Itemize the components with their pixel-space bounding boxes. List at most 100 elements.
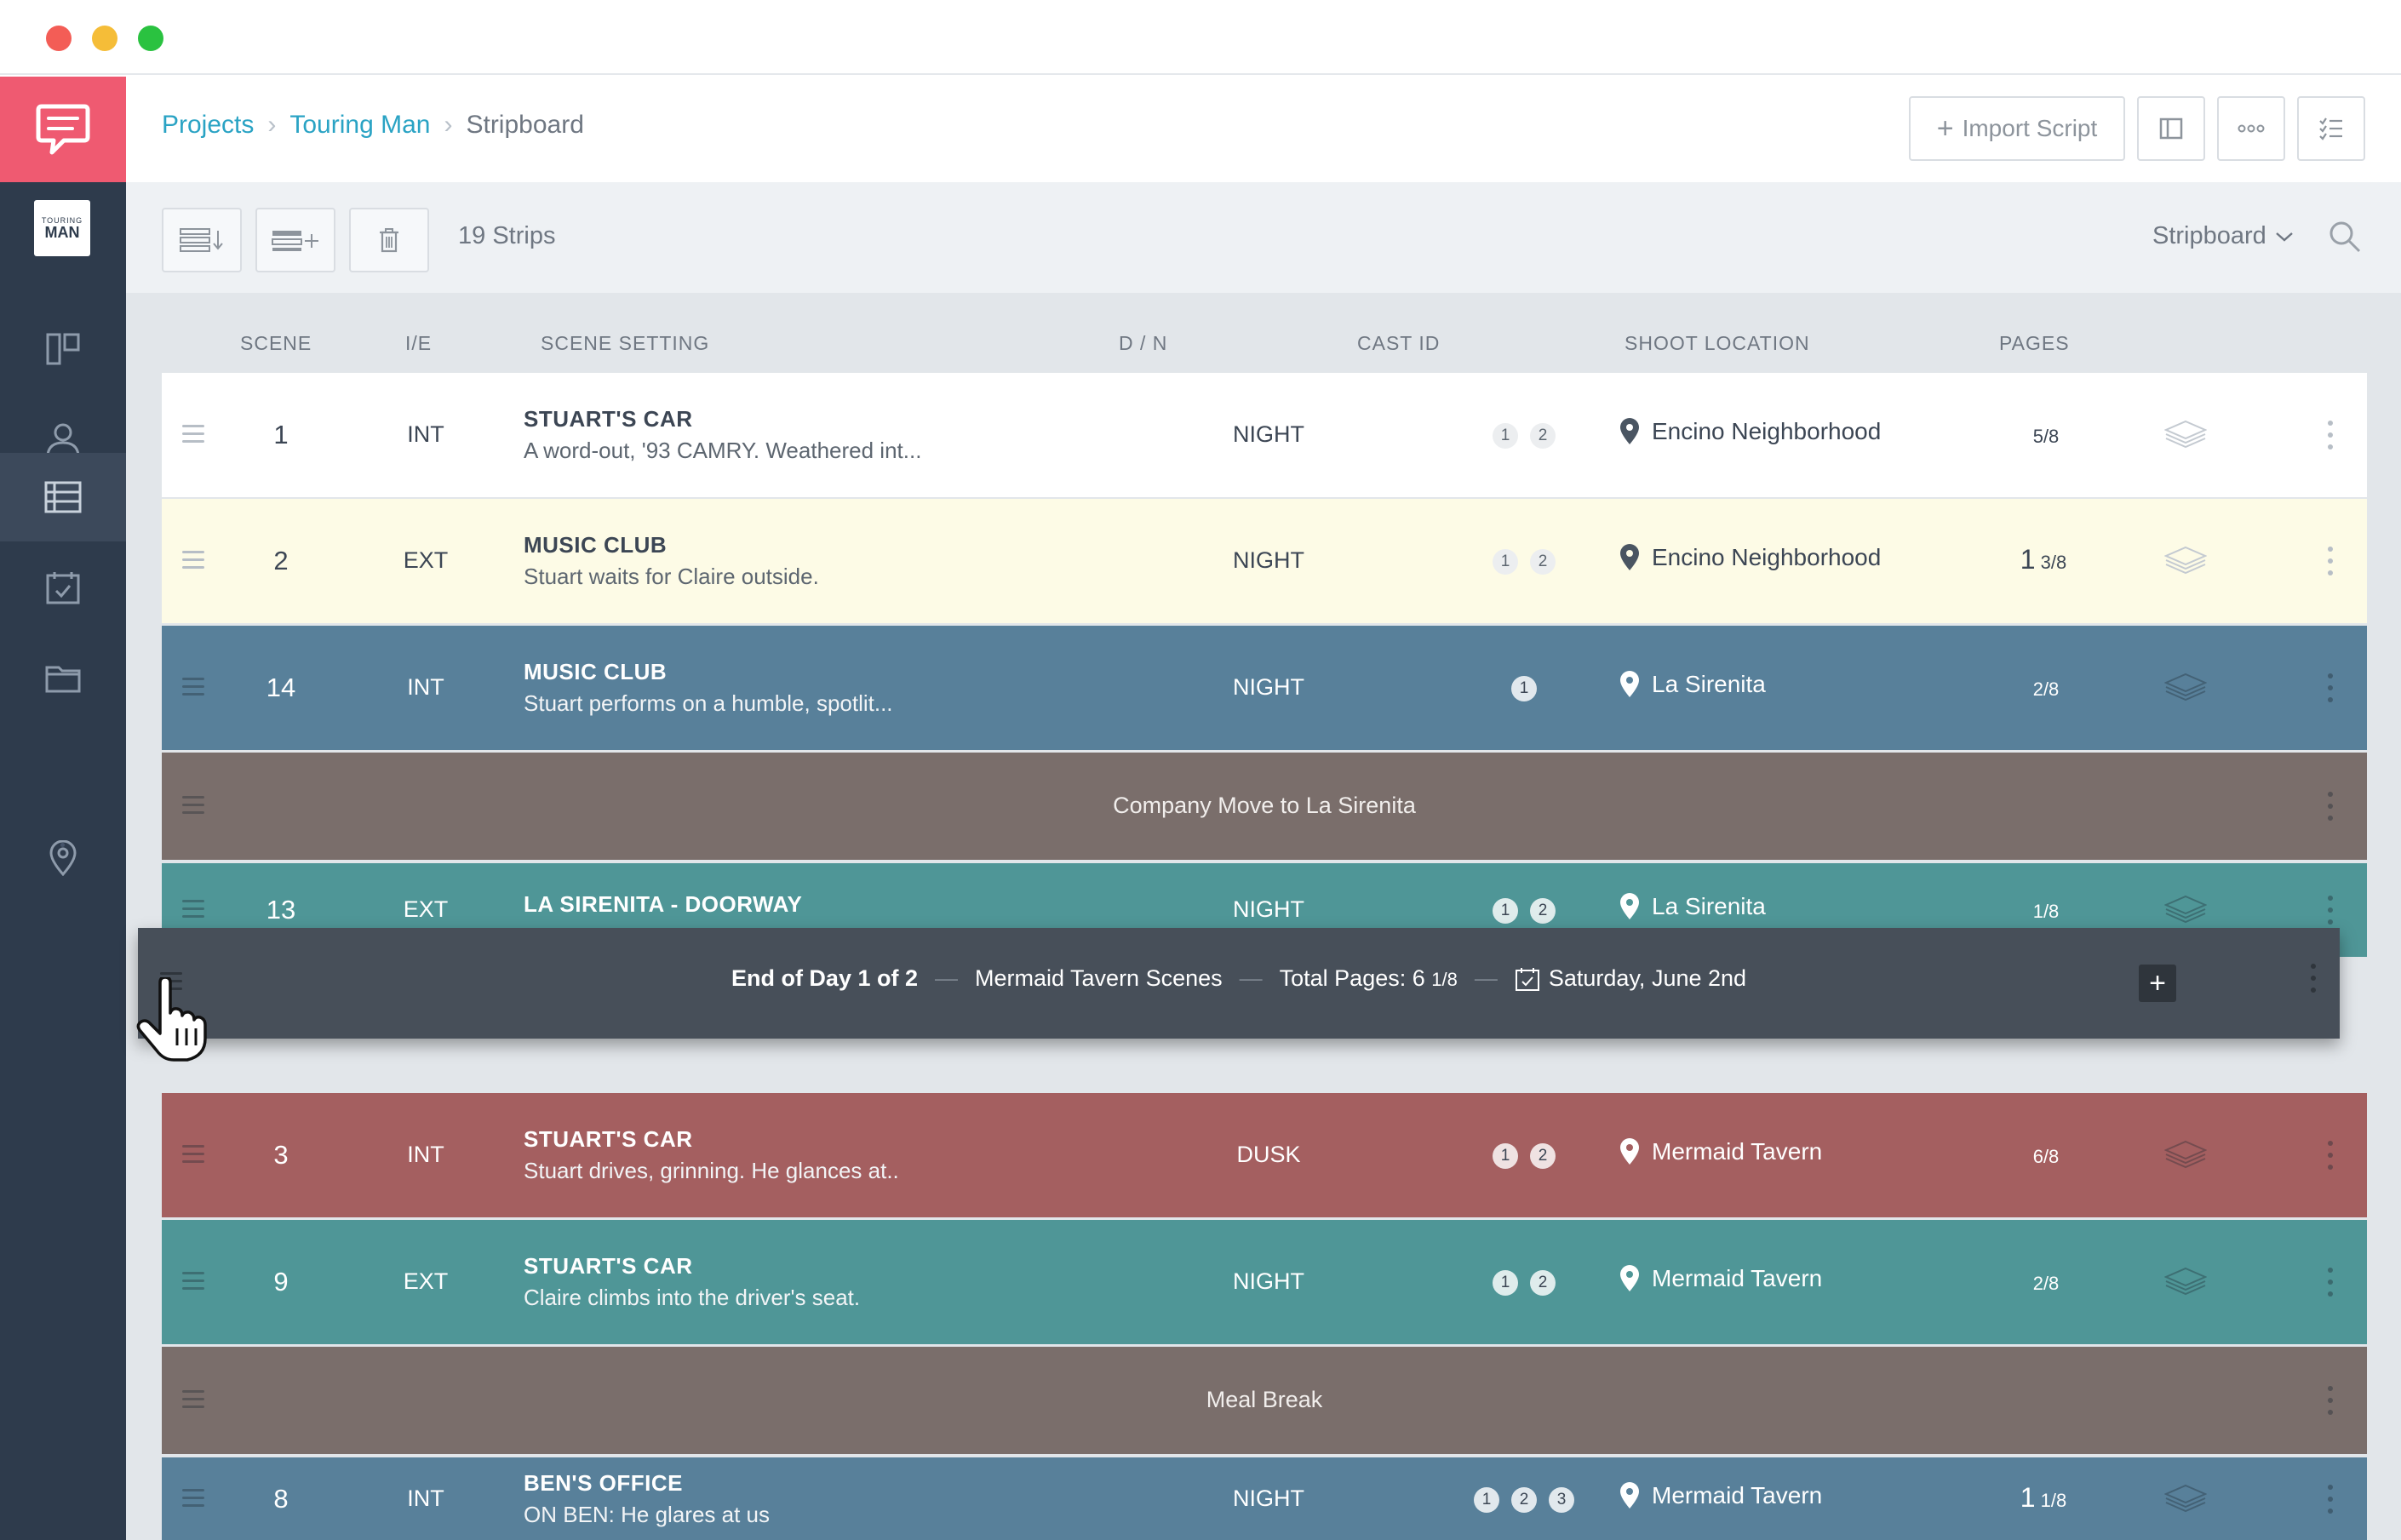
shoot-location: Encino Neighborhood bbox=[1619, 418, 1881, 445]
shoot-location-label: Mermaid Tavern bbox=[1652, 1265, 1823, 1291]
calendar-check-icon bbox=[46, 572, 80, 604]
strip-menu-icon[interactable] bbox=[2328, 673, 2335, 709]
scene-strip[interactable]: 2 EXT MUSIC CLUB Stuart waits for Claire ou… bbox=[162, 499, 2367, 623]
sort-strips-button[interactable] bbox=[162, 208, 242, 272]
drag-handle-icon[interactable] bbox=[182, 1272, 204, 1295]
strip-menu-icon[interactable] bbox=[2328, 1268, 2335, 1303]
minimize-window-button[interactable] bbox=[92, 26, 117, 51]
day-night-label: NIGHT bbox=[1233, 674, 1304, 700]
close-window-button[interactable] bbox=[46, 26, 72, 51]
import-script-button[interactable]: + Import Script bbox=[1909, 96, 2125, 161]
column-header-dn[interactable]: D / N bbox=[1119, 332, 1168, 354]
strip-menu-icon[interactable] bbox=[2328, 896, 2335, 931]
maximize-window-button[interactable] bbox=[138, 26, 163, 51]
drag-handle-icon[interactable] bbox=[182, 1145, 204, 1168]
shoot-location: Encino Neighborhood bbox=[1619, 544, 1881, 571]
view-selector[interactable]: Stripboard bbox=[2152, 222, 2294, 250]
layers-icon[interactable] bbox=[2163, 1484, 2208, 1517]
shoot-location-label: Mermaid Tavern bbox=[1652, 1138, 1823, 1165]
search-button[interactable] bbox=[2328, 220, 2362, 258]
drag-handle-icon[interactable] bbox=[182, 900, 204, 923]
layers-icon[interactable] bbox=[2163, 673, 2208, 706]
column-header-location[interactable]: SHOOT LOCATION bbox=[1625, 332, 1810, 354]
page-count: 1 3/8 bbox=[1975, 544, 2112, 575]
day-break-date-label: Saturday, June 2nd bbox=[1548, 965, 1747, 991]
strip-menu-icon[interactable] bbox=[2328, 792, 2335, 827]
sidebar-item-board[interactable] bbox=[0, 305, 126, 393]
drag-handle-icon[interactable] bbox=[182, 551, 204, 574]
strip-menu-icon[interactable] bbox=[2328, 421, 2335, 456]
banner-strip[interactable]: Company Move to La Sirenita bbox=[162, 753, 2367, 860]
strip-menu-icon[interactable] bbox=[2328, 1386, 2335, 1422]
cast-id-badge: 1 bbox=[1493, 1143, 1518, 1169]
layers-icon[interactable] bbox=[2163, 1267, 2208, 1300]
int-ext-label: INT bbox=[407, 1486, 444, 1511]
strip-menu-icon[interactable] bbox=[2328, 1141, 2335, 1176]
sidebar-item-locations[interactable] bbox=[0, 814, 126, 902]
strip-menu-icon[interactable] bbox=[2328, 1485, 2335, 1520]
scene-strip[interactable]: 3 INT STUART'S CAR Stuart drives, grinning.… bbox=[162, 1093, 2367, 1217]
chat-bubble-logo-icon bbox=[36, 104, 90, 155]
day-break-date[interactable]: Saturday, June 2nd bbox=[1515, 965, 1746, 992]
scene-strip[interactable]: 1 INT STUART'S CAR A word-out, '93 CAMRY. W… bbox=[162, 373, 2367, 497]
scene-strip[interactable]: 8 INT BEN'S OFFICE ON BEN: He glares at us N… bbox=[162, 1457, 2367, 1540]
delete-strip-button[interactable] bbox=[349, 208, 429, 272]
project-thumb-line2: MAN bbox=[44, 224, 80, 241]
scene-number: 3 bbox=[273, 1140, 289, 1170]
day-break-menu-icon[interactable] bbox=[2311, 964, 2316, 999]
page-count: 6/8 bbox=[1975, 1138, 2112, 1170]
stripboard-toolbar: 19 Strips Stripboard bbox=[126, 182, 2401, 293]
sidebar-item-cast[interactable] bbox=[0, 395, 126, 484]
add-to-day-button[interactable]: + bbox=[2139, 965, 2176, 1002]
sidebar-item-files[interactable] bbox=[0, 633, 126, 722]
scene-strip[interactable]: 9 EXT STUART'S CAR Claire climbs into the d… bbox=[162, 1220, 2367, 1344]
page-count-fraction: 2/8 bbox=[2032, 678, 2060, 700]
shoot-location-label: La Sirenita bbox=[1652, 893, 1766, 919]
strip-menu-icon[interactable] bbox=[2328, 547, 2335, 582]
layers-icon[interactable] bbox=[2163, 895, 2208, 928]
layers-icon[interactable] bbox=[2163, 546, 2208, 579]
scene-setting: BEN'S OFFICE ON BEN: He glares at us bbox=[524, 1470, 1120, 1528]
column-header-setting[interactable]: SCENE SETTING bbox=[541, 332, 710, 354]
drag-handle-icon[interactable] bbox=[182, 425, 204, 448]
scene-setting-title: LA SIRENITA - DOORWAY bbox=[524, 891, 803, 917]
scene-setting-description: A word-out, '93 CAMRY. Weathered int... bbox=[524, 438, 922, 463]
day-break-strip[interactable]: End of Day 1 of 2 — Mermaid Tavern Scene… bbox=[138, 928, 2340, 1039]
add-strip-button[interactable] bbox=[255, 208, 335, 272]
column-header-pages[interactable]: PAGES bbox=[1999, 332, 2070, 354]
column-header-cast[interactable]: CAST ID bbox=[1357, 332, 1441, 354]
breadcrumb-chevron-icon: › bbox=[444, 111, 453, 139]
sidebar-item-calendar[interactable] bbox=[0, 543, 126, 632]
breadcrumb-projects[interactable]: Projects bbox=[162, 111, 255, 139]
panel-toggle-icon bbox=[2159, 117, 2183, 140]
layers-icon[interactable] bbox=[2163, 420, 2208, 453]
checklist-button[interactable] bbox=[2297, 96, 2365, 161]
breadcrumb-project[interactable]: Touring Man bbox=[289, 111, 431, 139]
drag-handle-icon[interactable] bbox=[182, 796, 204, 819]
cast-id-badge: 1 bbox=[1474, 1487, 1499, 1513]
shoot-location: Mermaid Tavern bbox=[1619, 1482, 1822, 1509]
drag-handle-icon[interactable] bbox=[182, 1390, 204, 1413]
more-options-button[interactable] bbox=[2217, 96, 2285, 161]
app-logo[interactable] bbox=[0, 77, 126, 182]
layers-icon[interactable] bbox=[2163, 1140, 2208, 1173]
scene-setting-title: STUART'S CAR bbox=[524, 406, 693, 432]
drag-handle-icon[interactable] bbox=[182, 1489, 204, 1512]
scene-strip[interactable]: 14 INT MUSIC CLUB Stuart performs on a humb… bbox=[162, 626, 2367, 750]
int-ext-label: INT bbox=[407, 1142, 444, 1167]
cast-id-badge: 3 bbox=[1549, 1487, 1574, 1513]
checklist-icon bbox=[2319, 117, 2342, 140]
project-thumbnail[interactable]: TOURING MAN bbox=[34, 200, 90, 256]
sidebar-item-stripboard[interactable] bbox=[0, 453, 126, 541]
drag-handle-icon[interactable] bbox=[182, 678, 204, 701]
scene-number: 2 bbox=[273, 546, 289, 575]
scene-setting-description: ON BEN: He glares at us bbox=[524, 1502, 770, 1527]
scene-setting: STUART'S CAR A word-out, '93 CAMRY. Weath… bbox=[524, 406, 1120, 464]
banner-strip[interactable]: Meal Break bbox=[162, 1347, 2367, 1454]
column-header-ie[interactable]: I/E bbox=[405, 332, 433, 354]
shoot-location-label: Encino Neighborhood bbox=[1652, 544, 1882, 570]
column-header-scene[interactable]: SCENE bbox=[240, 332, 312, 354]
side-panel-button[interactable] bbox=[2137, 96, 2205, 161]
